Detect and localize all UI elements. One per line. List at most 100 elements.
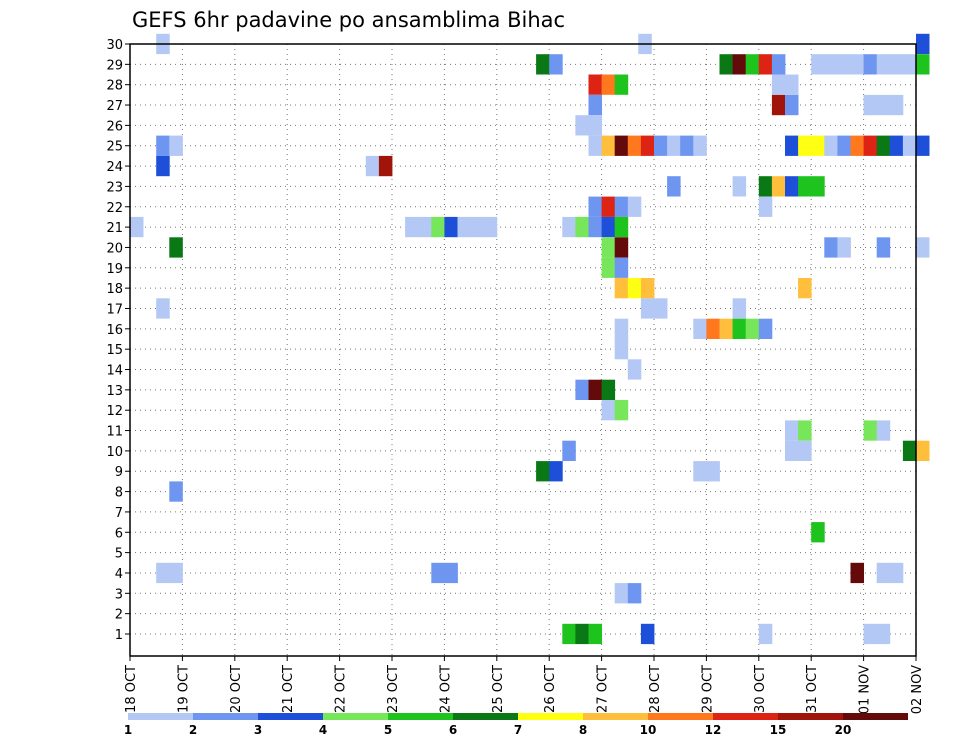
precip-cell (640, 135, 655, 156)
precip-cell (798, 278, 812, 299)
y-axis-ticks: 1234567891011121314151617181920212223242… (106, 38, 130, 643)
colorbar-swatch (713, 713, 778, 720)
precip-cell (614, 196, 629, 217)
colorbar-label: 10 (640, 723, 657, 737)
precip-cell (785, 420, 799, 441)
precip-cell (798, 420, 812, 441)
colorbar-swatch (518, 713, 583, 720)
precip-cell (588, 74, 602, 95)
precip-cell (902, 440, 917, 461)
precip-cell (758, 196, 773, 217)
y-tick-label: 18 (106, 282, 123, 297)
y-tick-label: 23 (106, 180, 123, 195)
precip-cell (654, 135, 668, 156)
precip-cell (130, 216, 144, 238)
colorbar-swatch (778, 713, 843, 720)
y-tick-label: 24 (106, 160, 123, 175)
colorbar-swatch (258, 713, 323, 720)
precip-cell (798, 440, 812, 461)
precip-cell (785, 94, 799, 116)
plot-frame (129, 43, 917, 657)
precip-cell (601, 135, 616, 156)
precip-cell (824, 135, 838, 156)
precip-cell (575, 216, 589, 238)
precip-cell (588, 135, 602, 156)
precip-cell (693, 318, 707, 339)
colorbar-label: 1 (124, 723, 132, 737)
precip-cell (654, 298, 668, 319)
y-tick-label: 21 (106, 221, 123, 236)
colorbar-label: 8 (579, 723, 587, 737)
precip-cell (732, 54, 747, 75)
precip-cell (811, 54, 825, 75)
precip-cell (758, 176, 773, 197)
y-tick-label: 27 (106, 99, 123, 114)
precip-cell (876, 623, 891, 645)
y-tick-label: 3 (115, 587, 123, 602)
precip-cell (169, 562, 183, 584)
colorbar-label: 5 (384, 723, 392, 737)
precip-cell (614, 339, 629, 360)
x-tick-label: 26 OCT (543, 665, 558, 713)
precip-cell (405, 216, 419, 238)
precip-cell (680, 135, 694, 156)
precip-cell (562, 623, 576, 645)
precip-cell (916, 237, 930, 258)
colorbar-swatch (323, 713, 388, 720)
colorbar-label: 20 (835, 723, 852, 737)
precip-cell (483, 216, 498, 238)
y-tick-label: 22 (106, 201, 123, 216)
precip-cell (562, 216, 576, 238)
precip-cell (850, 562, 864, 584)
colorbar-swatch (843, 713, 908, 720)
y-tick-label: 15 (106, 343, 123, 358)
precip-cell (614, 400, 629, 421)
y-tick-label: 13 (106, 384, 123, 399)
colorbar-label: 15 (770, 723, 787, 737)
y-tick-label: 5 (115, 547, 123, 562)
precip-cell (601, 379, 616, 400)
precip-cell (811, 522, 825, 543)
x-tick-label: 25 OCT (491, 665, 506, 713)
precip-cell (601, 237, 616, 258)
colorbar-label: 6 (449, 723, 457, 737)
x-tick-label: 27 OCT (596, 665, 611, 713)
precip-cell (771, 176, 786, 197)
precip-cell (601, 400, 616, 421)
precip-cell (627, 359, 642, 380)
precip-cell (916, 54, 930, 75)
y-tick-label: 29 (106, 58, 123, 73)
precip-cell (614, 216, 629, 238)
x-tick-label: 23 OCT (386, 665, 401, 713)
precip-cell (693, 135, 707, 156)
precip-cell (732, 176, 747, 197)
y-tick-label: 14 (106, 364, 123, 379)
precip-cell (627, 135, 642, 156)
precip-cell (863, 54, 878, 75)
y-tick-label: 1 (115, 628, 123, 643)
precip-cell (378, 155, 393, 177)
precip-cell (588, 115, 602, 136)
precip-cell (719, 318, 733, 339)
colorbar-swatch (193, 713, 258, 720)
y-tick-label: 28 (106, 79, 123, 94)
y-tick-label: 19 (106, 262, 123, 277)
x-tick-label: 24 OCT (438, 665, 453, 713)
precip-cell (785, 176, 799, 197)
precip-cell (850, 54, 864, 75)
x-tick-label: 20 OCT (229, 665, 244, 713)
precip-cell (889, 135, 904, 156)
x-tick-label: 22 OCT (334, 665, 349, 713)
y-tick-label: 17 (106, 302, 123, 317)
precip-cell (418, 216, 432, 238)
precip-cell (889, 562, 904, 584)
y-tick-label: 9 (115, 465, 123, 480)
precip-cell (169, 481, 183, 502)
precip-cell (771, 74, 786, 95)
precip-cell (614, 135, 629, 156)
x-tick-label: 21 OCT (281, 665, 296, 713)
grid-lines (129, 43, 917, 656)
y-tick-label: 6 (115, 526, 123, 541)
precip-cell (876, 54, 891, 75)
